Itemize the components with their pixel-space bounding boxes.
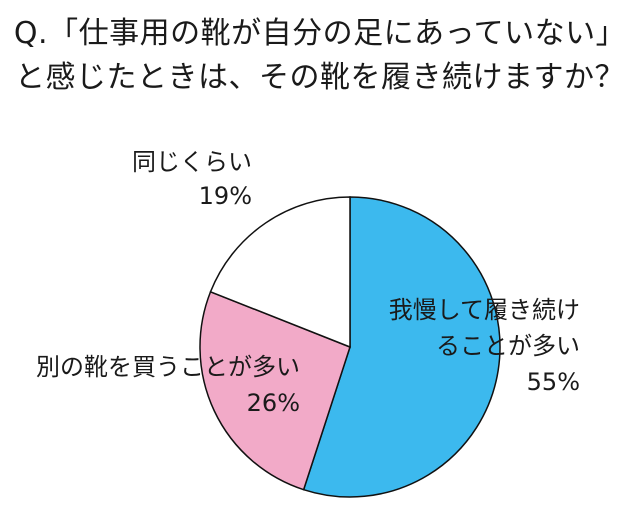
- chart-title-line-2: と感じたときは、その靴を履き続けますか？: [15, 60, 625, 95]
- slice-label-1-line-0: 別の靴を買うことが多い: [36, 353, 300, 381]
- chart-title-line-1: Q.「仕事用の靴が自分の足にあっていない」: [13, 16, 627, 51]
- slice-label-2-line-0: 同じくらい: [132, 148, 252, 176]
- slice-label-0-line-0: 我慢して履き続け: [389, 296, 580, 324]
- pie-slice-1: [199, 290, 351, 491]
- slice-value-label-2: 19%: [199, 182, 252, 210]
- pie-slice-0: [302, 196, 501, 498]
- slice-value-label-0: 55%: [527, 368, 580, 396]
- slice-value-label-1: 26%: [247, 389, 300, 417]
- slice-label-0-line-1: ることが多い: [436, 332, 580, 360]
- pie-slice-2: [209, 196, 351, 349]
